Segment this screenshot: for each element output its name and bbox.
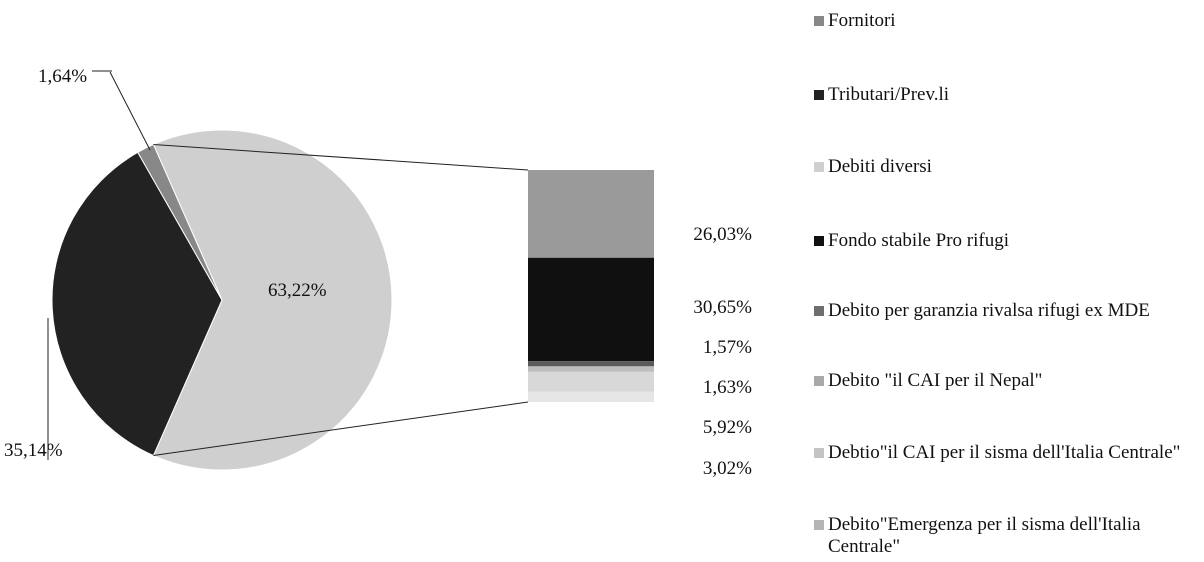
legend-swatch [814, 448, 824, 458]
pie-data-label: 63,22% [268, 280, 327, 301]
legend-label: Debito "il CAI per il Nepal" [828, 370, 1043, 391]
pie-slice [152, 129, 393, 471]
bar-segment [528, 170, 654, 258]
legend-item: Tributari/Prev.li [814, 84, 949, 106]
legend-swatch [814, 376, 824, 386]
legend-swatch [814, 306, 824, 316]
legend-item: Debtio"il CAI per il sisma dell'Italia C… [814, 442, 1180, 464]
legend-item: Debiti diversi [814, 156, 932, 178]
bar-data-label: 5,92% [703, 417, 752, 438]
bar-segment [528, 361, 654, 367]
legend-swatch [814, 90, 824, 100]
legend-label: Debito"Emergenza per il sisma dell'Itali… [828, 514, 1141, 557]
bar-data-label: 1,63% [703, 377, 752, 398]
bar-segment [528, 366, 654, 372]
legend-label: Debito per garanzia rivalsa rifugi ex MD… [828, 300, 1150, 321]
bar-segment [528, 257, 654, 362]
legend-label: Debtio"il CAI per il sisma dell'Italia C… [828, 442, 1181, 463]
bar-segment [528, 391, 654, 402]
legend-item: Debito per garanzia rivalsa rifugi ex MD… [814, 300, 1150, 322]
legend-label: Debiti diversi [828, 156, 932, 177]
legend-label: Fondo stabile Pro rifugi [828, 230, 1010, 251]
pie-slice [51, 151, 223, 457]
bar-data-label: 30,65% [693, 297, 752, 318]
bar-data-label: 26,03% [693, 224, 752, 245]
bar-of-pie-chart: 63,22% 35,14% 1,64% 26,03% 30,65% 1,57% 1,63% 5… [4, 66, 752, 479]
legend-label: Fornitori [828, 10, 896, 31]
leader-line [109, 71, 151, 151]
legend-swatch [814, 520, 824, 530]
legend-item: Fornitori [814, 10, 896, 32]
connector-line [153, 401, 529, 456]
pie-data-label: 1,64% [38, 66, 87, 87]
connector-line [153, 144, 529, 171]
bar-data-label: 1,57% [703, 337, 752, 358]
chart-legend: Fornitori Tributari/Prev.li Debiti diversi… [814, 0, 1204, 562]
pie-data-label: 35,14% [4, 440, 63, 461]
legend-label: Tributari/Prev.li [828, 84, 950, 105]
legend-swatch [814, 16, 824, 26]
bar-data-label: 3,02% [703, 458, 752, 479]
legend-item: Debito "il CAI per il Nepal" [814, 370, 1042, 392]
legend-swatch [814, 162, 824, 172]
legend-item: Debito"Emergenza per il sisma dell'Itali… [814, 514, 1204, 558]
legend-item: Fondo stabile Pro rifugi [814, 230, 1009, 252]
legend-swatch [814, 236, 824, 246]
bar-segment [528, 371, 654, 392]
